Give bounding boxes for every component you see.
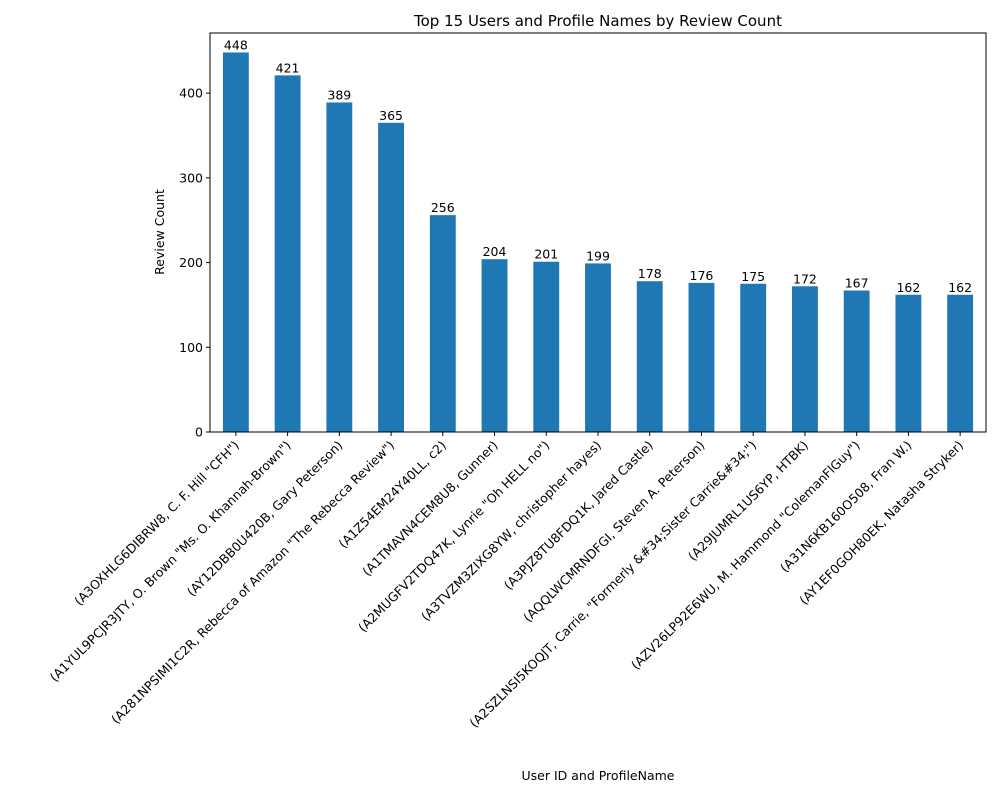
bar <box>378 122 404 433</box>
x-axis: (A3OXHLG6DIBRW8, C. F. Hill "CFH")(A1YUL… <box>47 432 966 730</box>
bar <box>947 294 974 432</box>
y-tick-label: 300 <box>179 170 203 185</box>
bar <box>792 286 818 432</box>
bar-value-label: 365 <box>379 108 403 123</box>
y-axis-label: Review Count <box>152 189 167 275</box>
bar-value-label: 201 <box>534 247 558 262</box>
bar <box>843 290 870 432</box>
x-tick-label: (A2MUGFV2TDQ47K, Lynrie "Oh HELL no") <box>355 438 552 635</box>
y-tick-label: 200 <box>179 255 203 270</box>
data-labels-layer: 448 421 389 365 256 204 201 199 178 176 175 172 167 1… <box>224 37 972 294</box>
bar <box>740 283 767 432</box>
bar-value-label: 178 <box>638 266 662 281</box>
bar-value-label: 421 <box>276 60 300 75</box>
bar-value-label: 256 <box>431 200 455 215</box>
bar-value-label: 167 <box>845 276 869 291</box>
bar <box>585 263 611 432</box>
bar <box>274 75 301 432</box>
plot-frame <box>209 32 987 433</box>
bar <box>326 102 353 432</box>
x-tick-label: (AQQLWCMRNDFGI, Steven A. Peterson) <box>520 438 707 625</box>
bars-layer <box>222 52 974 433</box>
y-tick-label: 0 <box>195 425 203 440</box>
bar-value-label: 162 <box>896 280 920 295</box>
bar <box>222 52 249 433</box>
chart-title: Top 15 Users and Profile Names by Review… <box>413 12 782 30</box>
bar-value-label: 175 <box>741 269 765 284</box>
bar-value-label: 199 <box>586 248 610 263</box>
x-axis-label: User ID and ProfileName <box>522 768 675 783</box>
bar <box>636 281 663 432</box>
bar-value-label: 162 <box>948 280 972 295</box>
bar <box>688 282 715 432</box>
bar-value-label: 172 <box>793 271 817 286</box>
bar-value-label: 176 <box>690 268 714 283</box>
bar <box>533 261 560 432</box>
y-axis: 0 100 200 300 400 <box>179 86 210 440</box>
bar <box>895 294 922 432</box>
bar-value-label: 204 <box>483 244 507 259</box>
x-tick-label: (A3TVZM3ZIXG8YW, christopher hayes) <box>418 438 604 624</box>
x-tick-label: (A1YUL9PCJR3JTY, O. Brown "Ms. O. Khanna… <box>47 438 294 685</box>
bar-value-label: 389 <box>327 87 351 102</box>
bar-value-label: 448 <box>224 37 248 52</box>
bar <box>481 259 508 432</box>
bar <box>429 215 456 432</box>
y-tick-label: 400 <box>179 86 203 101</box>
y-tick-label: 100 <box>179 340 203 355</box>
